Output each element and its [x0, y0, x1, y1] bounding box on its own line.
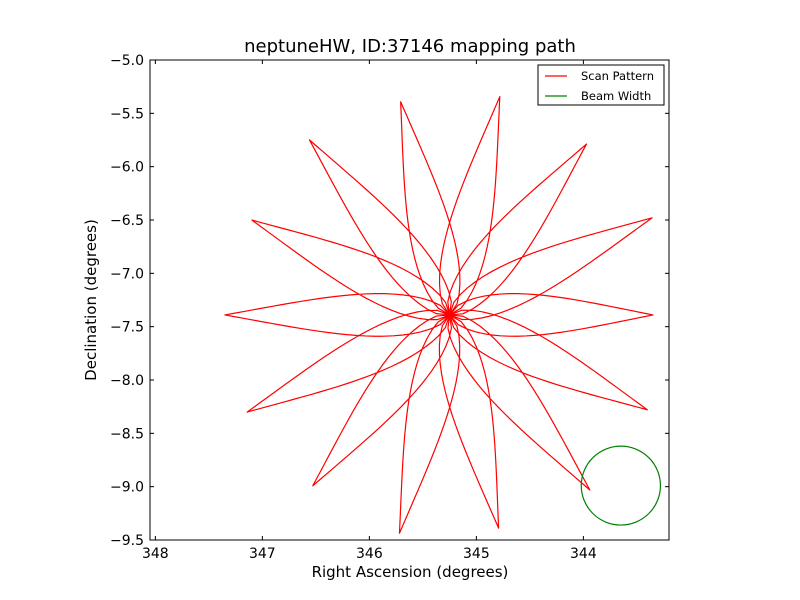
y-tick-label: −8.5: [110, 426, 144, 442]
y-tick-label: −6.0: [110, 160, 144, 176]
x-tick-label: 344: [570, 546, 597, 562]
series-layer: [224, 95, 662, 534]
ticks-layer: 348 347 346 345 344 −5.0 −5.5 −6.0 −6.5 −7.0 −7.5 −…: [110, 53, 669, 562]
legend-label-scan-pattern: Scan Pattern: [581, 69, 654, 83]
y-tick-label: −6.5: [110, 213, 144, 229]
x-tick-label: 346: [356, 546, 383, 562]
y-tick-label: −5.5: [110, 106, 144, 122]
y-tick-label: −5.0: [110, 53, 144, 69]
y-tick-label: −7.0: [110, 266, 144, 282]
plot-frame: [149, 59, 670, 541]
chart-title: neptuneHW, ID:37146 mapping path: [244, 36, 576, 57]
y-tick-label: −7.5: [110, 320, 144, 336]
x-tick-label: 345: [463, 546, 490, 562]
plot-area: 348 347 346 345 344 −5.0 −5.5 −6.0 −6.5 −7.0 −7.5 −…: [110, 53, 670, 562]
y-tick-label: −8.0: [110, 373, 144, 389]
scan-pattern-line: [224, 95, 654, 534]
x-tick-label: 348: [142, 546, 169, 562]
x-tick-label: 347: [249, 546, 276, 562]
legend: Scan Pattern Beam Width: [537, 64, 665, 106]
y-tick-label: −9.5: [110, 533, 144, 549]
legend-box: [537, 64, 665, 106]
beam-width-circle: [580, 445, 662, 526]
legend-label-beam-width: Beam Width: [581, 89, 651, 103]
x-axis-label: Right Ascension (degrees): [312, 563, 509, 581]
y-axis-label: Declination (degrees): [82, 219, 100, 381]
y-tick-label: −9.0: [110, 480, 144, 496]
